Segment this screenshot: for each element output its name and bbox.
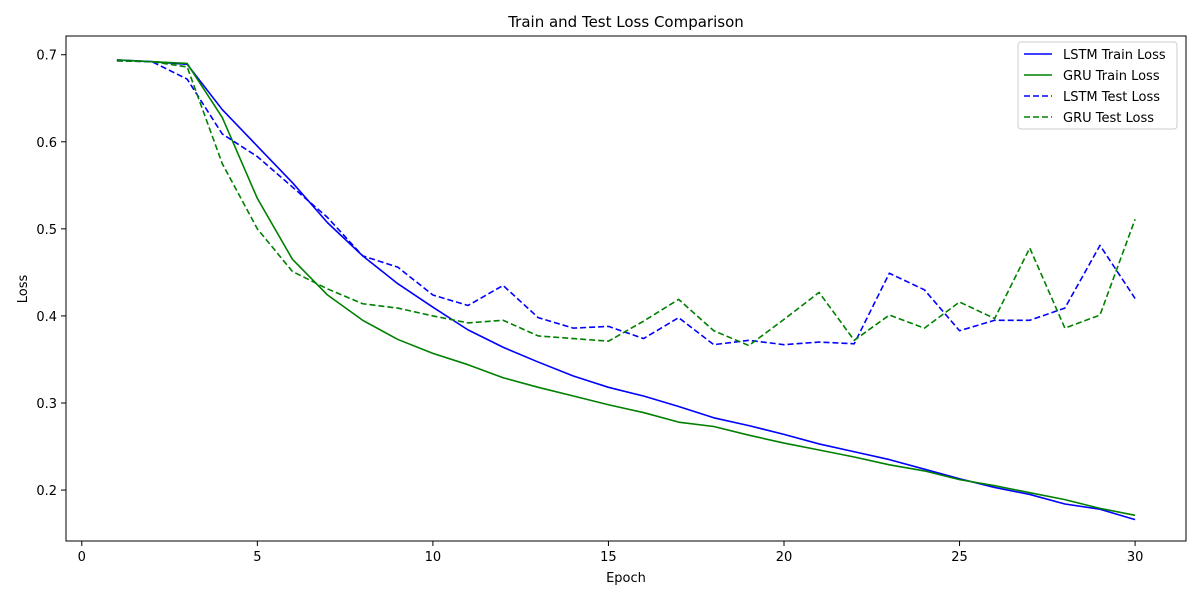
x-axis-label: Epoch <box>606 571 646 586</box>
series-lines <box>116 59 1136 521</box>
series-line-gru-train-loss <box>116 59 1136 517</box>
y-tick-label: 0.6 <box>36 136 57 151</box>
legend-label: GRU Train Loss <box>1063 69 1160 84</box>
plot-area <box>65 35 1187 542</box>
legend-label: LSTM Train Loss <box>1063 48 1166 63</box>
x-tick-label: 20 <box>776 550 793 565</box>
legend-box <box>1017 41 1178 130</box>
y-tick-label: 0.7 <box>36 49 57 64</box>
legend-label: GRU Test Loss <box>1063 111 1154 126</box>
x-tick-label: 15 <box>600 550 617 565</box>
y-tick-label: 0.2 <box>36 484 57 499</box>
y-tick-label: 0.4 <box>36 310 57 325</box>
x-tick-label: 5 <box>253 550 261 565</box>
series-line-lstm-train-loss <box>116 59 1136 521</box>
y-axis: 0.2 0.3 0.4 0.5 0.6 0.7 <box>36 49 66 499</box>
series-line-gru-test-loss <box>116 60 1136 347</box>
x-tick-label: 30 <box>1127 550 1144 565</box>
y-tick-label: 0.3 <box>36 397 57 412</box>
legend-label: LSTM Test Loss <box>1063 90 1160 105</box>
y-tick-label: 0.5 <box>36 223 57 238</box>
series-line-lstm-test-loss <box>116 60 1136 346</box>
legend: LSTM Train Loss GRU Train Loss LSTM Test L… <box>1017 41 1178 130</box>
x-axis: 0 5 10 15 20 25 30 <box>78 541 1144 565</box>
y-axis-label: Loss <box>16 275 31 304</box>
chart-title: Train and Test Loss Comparison <box>507 13 744 31</box>
x-tick-label: 0 <box>78 550 86 565</box>
x-tick-label: 25 <box>951 550 968 565</box>
x-tick-label: 10 <box>425 550 442 565</box>
